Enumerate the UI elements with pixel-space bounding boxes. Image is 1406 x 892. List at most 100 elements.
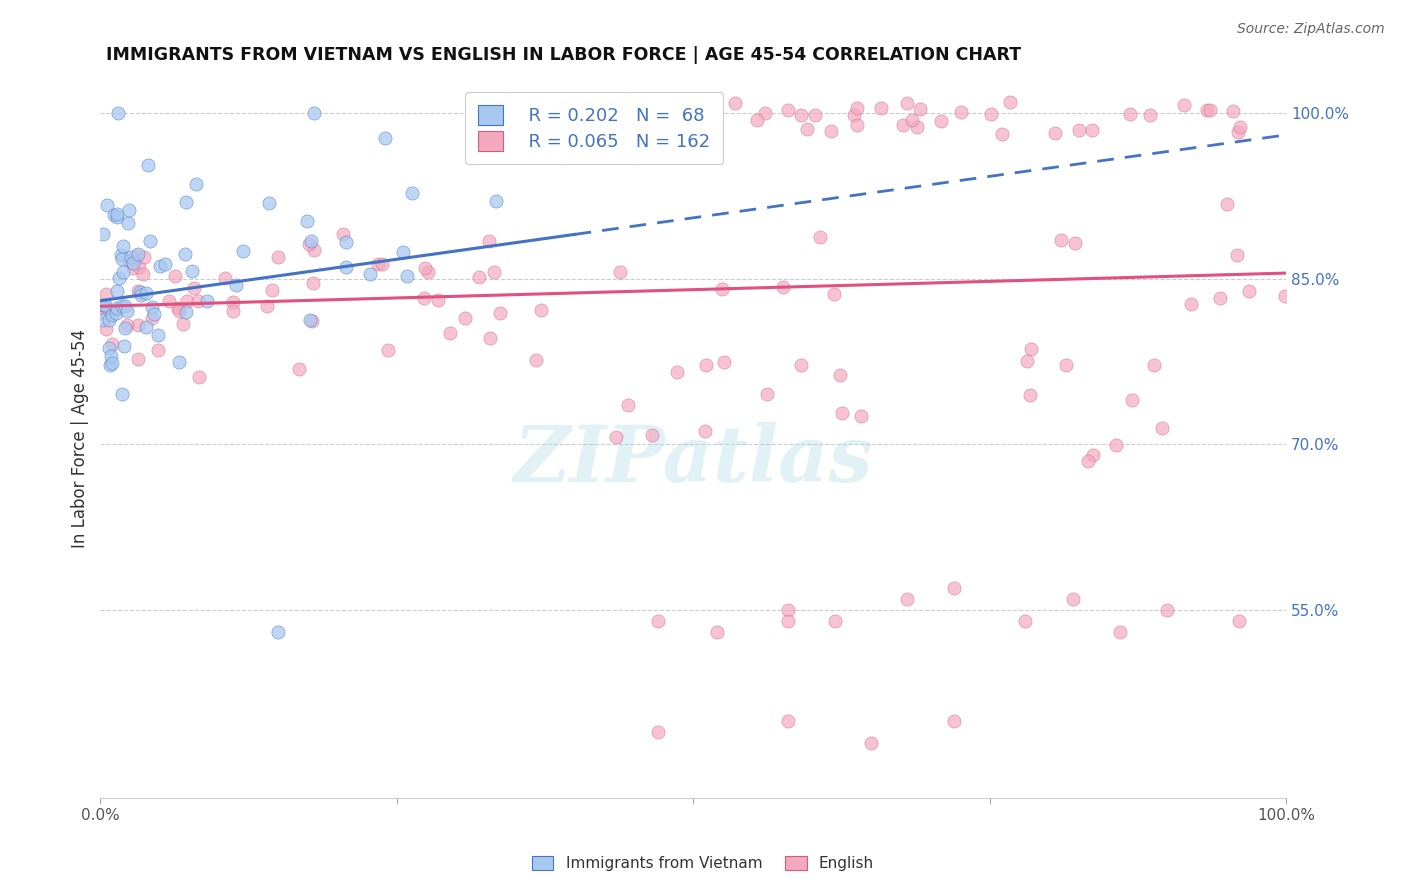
Point [184, 177, 207, 191]
Point [754, 105, 776, 120]
Point [267, 625, 290, 640]
Point [335, 260, 357, 274]
Point [157, 293, 180, 308]
Point [482, 265, 505, 279]
Point [391, 244, 413, 259]
Point [120, 250, 142, 264]
Point [870, 101, 893, 115]
Point [1222, 104, 1244, 119]
Point [1227, 614, 1250, 628]
Point [1156, 603, 1178, 617]
Point [94, 300, 117, 314]
Point [121, 260, 143, 275]
Point [141, 301, 163, 315]
Point [851, 409, 873, 423]
Point [789, 358, 811, 372]
Point [214, 271, 236, 285]
Point [304, 244, 326, 258]
Point [859, 736, 882, 750]
Point [256, 300, 278, 314]
Point [830, 368, 852, 382]
Point [710, 282, 733, 296]
Point [824, 614, 846, 628]
Point [129, 288, 152, 302]
Point [991, 127, 1014, 141]
Point [166, 301, 188, 316]
Point [485, 194, 508, 209]
Point [302, 105, 325, 120]
Point [111, 299, 134, 313]
Point [640, 428, 662, 442]
Point [183, 281, 205, 295]
Point [148, 328, 170, 343]
Point [1081, 123, 1104, 137]
Point [1064, 235, 1087, 250]
Point [124, 249, 146, 263]
Point [110, 248, 132, 262]
Point [127, 284, 149, 298]
Legend: Immigrants from Vietnam, English: Immigrants from Vietnam, English [526, 850, 880, 877]
Point [143, 307, 166, 321]
Point [1077, 454, 1099, 468]
Point [176, 294, 198, 309]
Point [1067, 123, 1090, 137]
Point [489, 306, 512, 320]
Point [756, 387, 779, 401]
Point [101, 337, 124, 351]
Point [820, 124, 842, 138]
Point [1119, 107, 1142, 121]
Point [901, 113, 924, 128]
Point [1195, 103, 1218, 117]
Point [413, 260, 436, 275]
Point [1274, 289, 1296, 303]
Point [114, 299, 136, 313]
Point [295, 214, 318, 228]
Point [332, 227, 354, 242]
Point [335, 235, 357, 250]
Point [222, 304, 245, 318]
Point [891, 118, 914, 132]
Point [105, 284, 128, 298]
Point [232, 244, 254, 258]
Point [117, 216, 139, 230]
Point [1054, 358, 1077, 372]
Point [789, 108, 811, 122]
Point [104, 306, 127, 320]
Point [831, 406, 853, 420]
Point [530, 303, 553, 318]
Point [187, 294, 209, 309]
Point [778, 103, 800, 117]
Point [1000, 95, 1022, 110]
Point [108, 271, 131, 285]
Point [647, 614, 669, 628]
Point [647, 724, 669, 739]
Point [187, 370, 209, 384]
Point [127, 352, 149, 367]
Point [371, 257, 394, 271]
Point [267, 250, 290, 264]
Point [479, 331, 502, 345]
Point [93, 305, 115, 319]
Point [776, 714, 799, 728]
Point [949, 105, 972, 120]
Point [1019, 388, 1042, 402]
Point [1121, 392, 1143, 407]
Point [1062, 592, 1084, 607]
Point [695, 359, 717, 373]
Point [696, 96, 718, 111]
Point [97, 313, 120, 327]
Point [896, 96, 918, 111]
Point [724, 95, 747, 110]
Point [135, 320, 157, 334]
Point [118, 253, 141, 268]
Point [468, 270, 491, 285]
Point [96, 198, 118, 212]
Point [1209, 291, 1232, 305]
Point [1019, 342, 1042, 356]
Point [91, 298, 114, 312]
Point [427, 293, 450, 308]
Point [141, 311, 163, 326]
Point [112, 339, 135, 353]
Point [844, 108, 866, 122]
Point [1143, 358, 1166, 372]
